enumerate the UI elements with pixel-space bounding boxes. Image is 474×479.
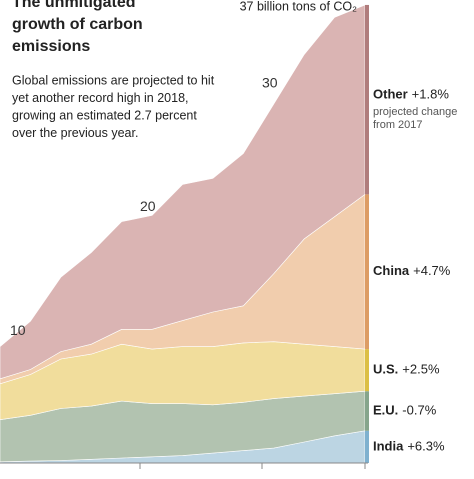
- series-label: E.U.: [373, 402, 398, 417]
- subtitle: Global emissions are projected to hit: [12, 73, 215, 87]
- chart-title: emissions: [12, 38, 90, 55]
- subtitle: yet another record high in 2018,: [12, 91, 189, 105]
- y-tick-label: 10: [10, 322, 26, 338]
- y-tick-label: 20: [140, 198, 156, 214]
- chart-title: growth of carbon: [12, 16, 143, 33]
- edge-band: [365, 349, 369, 392]
- edge-band: [365, 4, 369, 195]
- series-change: +6.3%: [407, 438, 445, 453]
- edge-band: [365, 391, 369, 431]
- subtitle: over the previous year.: [12, 126, 138, 140]
- y-tick-label: 30: [262, 74, 278, 90]
- edge-band: [365, 430, 369, 463]
- series-label: Other: [373, 86, 408, 101]
- series-label: India: [373, 438, 404, 453]
- subtitle: growing an estimated 2.7 percent: [12, 108, 197, 122]
- series-change: +2.5%: [402, 362, 440, 377]
- change-note: projected change: [373, 106, 457, 118]
- area: [0, 4, 366, 380]
- series-change: -0.7%: [402, 402, 436, 417]
- change-note: from 2017: [373, 119, 423, 131]
- series-label: China: [373, 263, 410, 278]
- edge-band: [365, 194, 369, 350]
- annotation: 37 billion tons of CO₂: [240, 0, 358, 13]
- chart-title: The unmitigated: [12, 0, 136, 11]
- series-change: +1.8%: [412, 86, 450, 101]
- series-label: U.S.: [373, 362, 398, 377]
- series-change: +4.7%: [413, 263, 451, 278]
